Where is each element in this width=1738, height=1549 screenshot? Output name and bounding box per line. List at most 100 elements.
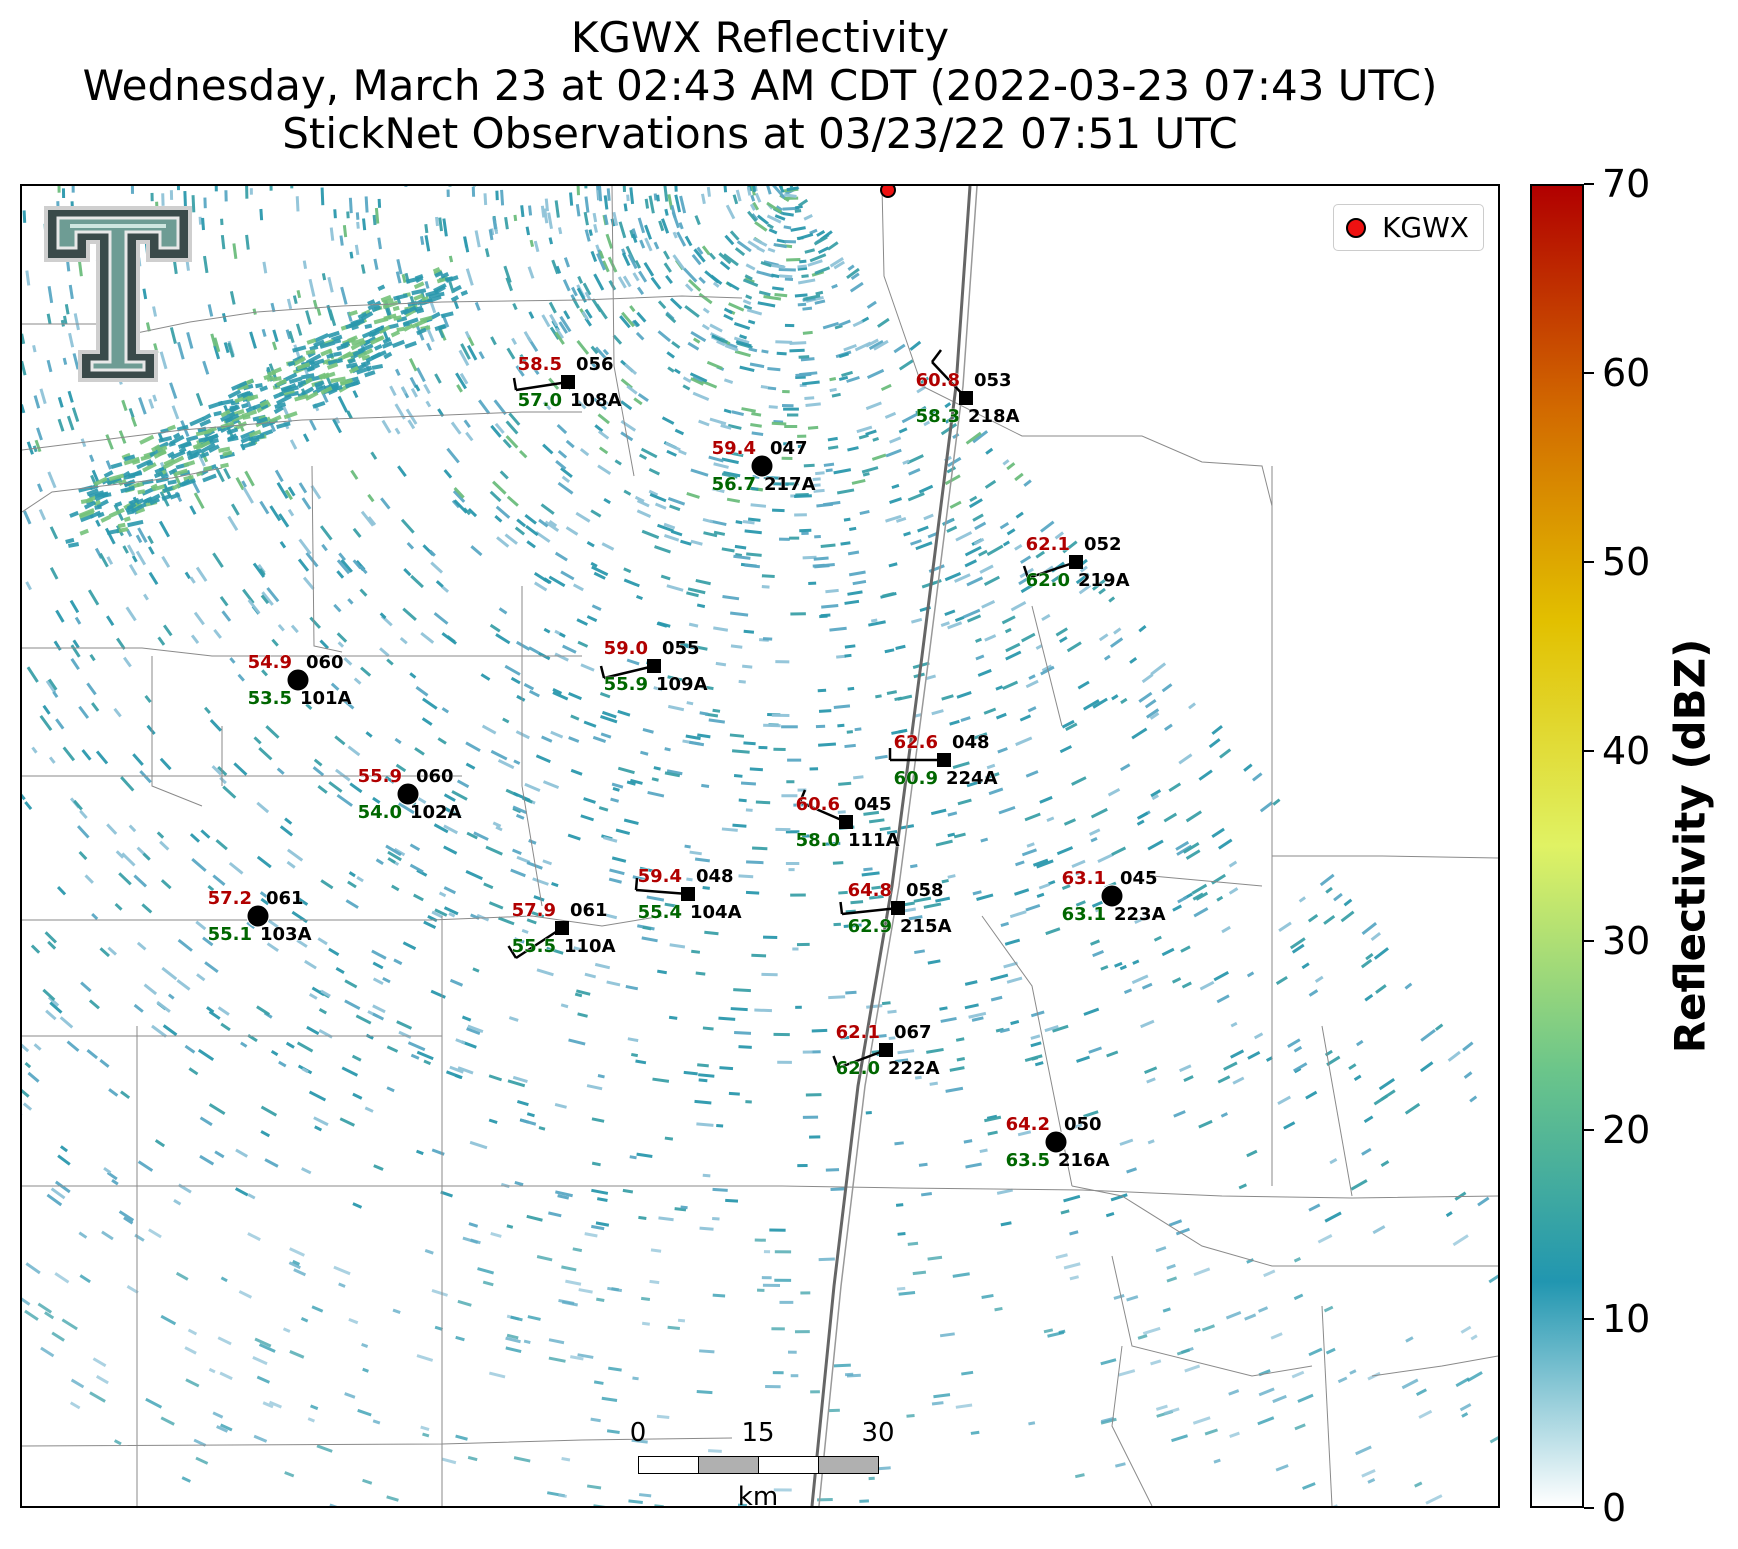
- wind-barb: [635, 888, 689, 896]
- station-dewpoint: 63.5: [1006, 1150, 1050, 1171]
- station-temperature: 57.9: [512, 900, 556, 921]
- colorbar-tick-label: 40: [1602, 729, 1651, 774]
- station-id: 111A: [848, 830, 900, 851]
- station-dewpoint: 58.3: [916, 406, 960, 427]
- wind-barb: [799, 800, 847, 824]
- county-boundaries: [22, 186, 1498, 1506]
- station-temperature: 62.6: [894, 732, 938, 753]
- scale-bar-label-0: 0: [629, 1418, 647, 1448]
- station-dewpoint: 54.0: [358, 802, 402, 823]
- station-110A[interactable]: 57.9 061 55.5 110A: [507, 900, 616, 960]
- reflectivity-echoes: [22, 186, 1498, 1506]
- wind-barb-flag: [507, 945, 518, 959]
- colorbar-tick-label: 50: [1602, 540, 1651, 585]
- wind-barb-flag: [832, 1055, 840, 1069]
- station-223A[interactable]: 63.1 045 63.1 223A: [1061, 868, 1166, 926]
- colorbar-tick-label: 0: [1602, 1486, 1627, 1530]
- station-dewpoint: 55.5: [512, 936, 556, 957]
- wind-barb: [1027, 560, 1077, 580]
- wind-barb-flag: [931, 349, 942, 363]
- station-temperature: 57.2: [208, 888, 252, 909]
- wind-barb-flag: [599, 665, 606, 679]
- station-marker-circle: [1044, 1130, 1068, 1154]
- station-temperature: 62.1: [1026, 534, 1070, 555]
- station-104A[interactable]: 59.4 048 55.4 104A: [634, 866, 742, 923]
- station-temperature: 58.5: [518, 354, 562, 375]
- wind-barb-flag: [1022, 565, 1030, 579]
- station-id: 217A: [764, 474, 816, 495]
- station-marker-circle: [246, 904, 270, 928]
- station-id: 104A: [690, 902, 742, 923]
- station-101A[interactable]: 54.9 060 53.5 101A: [247, 652, 352, 710]
- title-line-3: StickNet Observations at 03/23/22 07:51 …: [282, 109, 1238, 158]
- colorbar: [1530, 184, 1584, 1508]
- radar-map-canvas: 58.5 056 57.0 108A 60.8 053 58.3 218A 59.4 047 56.…: [22, 186, 1498, 1506]
- station-direction: 060: [416, 766, 454, 787]
- radar-map[interactable]: 58.5 056 57.0 108A 60.8 053 58.3 218A 59.4 047 56.…: [20, 184, 1500, 1508]
- station-marker-square: [555, 921, 569, 935]
- colorbar-label: Reflectivity (dBZ): [1665, 638, 1715, 1054]
- wind-barb-flag: [512, 377, 518, 391]
- station-direction: 052: [1084, 534, 1122, 555]
- wind-barb: [515, 380, 569, 392]
- radar-site-legend-marker: [1346, 217, 1367, 238]
- station-224A[interactable]: 62.6 048 60.9 224A: [888, 732, 998, 789]
- station-id: 216A: [1058, 1150, 1110, 1171]
- station-marker-square: [1069, 555, 1083, 569]
- wind-barb-flag: [634, 877, 639, 891]
- title-line-2: Wednesday, March 23 at 02:43 AM CDT (202…: [82, 61, 1438, 110]
- station-direction: 048: [696, 866, 734, 887]
- colorbar-tick-label: 20: [1602, 1107, 1651, 1152]
- station-219A[interactable]: 62.1 052 62.0 219A: [1022, 534, 1130, 591]
- station-direction: 053: [974, 370, 1012, 391]
- station-temperature: 59.0: [604, 638, 648, 659]
- station-218A[interactable]: 60.8 053 58.3 218A: [915, 349, 1020, 427]
- station-marker-circle: [750, 454, 774, 478]
- wind-barb: [603, 664, 655, 680]
- station-direction: 060: [306, 652, 344, 673]
- title-line-1: KGWX Reflectivity: [570, 13, 950, 62]
- station-222A[interactable]: 62.1 067 62.0 222A: [832, 1022, 940, 1079]
- kgwx-radar-site-marker[interactable]: [880, 186, 896, 198]
- station-217A[interactable]: 59.4 047 56.7 217A: [711, 438, 816, 496]
- scale-bar-segment: [638, 1456, 699, 1474]
- colorbar-tick-label: 30: [1602, 918, 1651, 963]
- station-103A[interactable]: 57.2 061 55.1 103A: [207, 888, 312, 946]
- station-dewpoint: 60.9: [894, 768, 938, 789]
- station-direction: 047: [770, 438, 808, 459]
- station-dewpoint: 55.4: [638, 902, 682, 923]
- colorbar-tick-label: 70: [1602, 162, 1651, 206]
- station-dewpoint: 62.0: [1026, 570, 1070, 591]
- station-id: 222A: [888, 1058, 940, 1079]
- legend-label: KGWX: [1382, 211, 1469, 244]
- double-t-logo-icon: [40, 202, 196, 386]
- station-109A[interactable]: 59.0 055 55.9 109A: [599, 638, 708, 695]
- station-marker-square: [647, 659, 661, 673]
- station-dewpoint: 57.0: [518, 390, 562, 411]
- station-id: 102A: [410, 802, 462, 823]
- station-108A[interactable]: 58.5 056 57.0 108A: [512, 354, 622, 411]
- scale-bar-unit: km: [737, 1482, 779, 1512]
- station-marker-square: [839, 815, 853, 829]
- station-marker-circle: [286, 668, 310, 692]
- station-216A[interactable]: 64.2 050 63.5 216A: [1005, 1114, 1110, 1172]
- station-temperature: 60.6: [796, 794, 840, 815]
- wind-barb-flag: [798, 789, 807, 803]
- station-id: 218A: [968, 406, 1020, 427]
- station-direction: 067: [894, 1022, 932, 1043]
- wind-barb-flag: [839, 901, 844, 915]
- station-102A[interactable]: 55.9 060 54.0 102A: [357, 766, 462, 824]
- station-111A[interactable]: 60.6 045 58.0 111A: [795, 789, 900, 851]
- station-215A[interactable]: 64.8 058 62.9 215A: [839, 880, 952, 937]
- station-dewpoint: 55.1: [208, 924, 252, 945]
- wind-barb: [841, 906, 899, 916]
- station-temperature: 64.2: [1006, 1114, 1050, 1135]
- station-dewpoint: 63.1: [1062, 904, 1106, 925]
- station-marker-circle: [1100, 884, 1124, 908]
- station-direction: 056: [576, 354, 614, 375]
- station-marker-circle: [396, 782, 420, 806]
- station-direction: 048: [952, 732, 990, 753]
- station-temperature: 60.8: [916, 370, 960, 391]
- scale-bar-segment: [818, 1456, 879, 1474]
- station-direction: 050: [1064, 1114, 1102, 1135]
